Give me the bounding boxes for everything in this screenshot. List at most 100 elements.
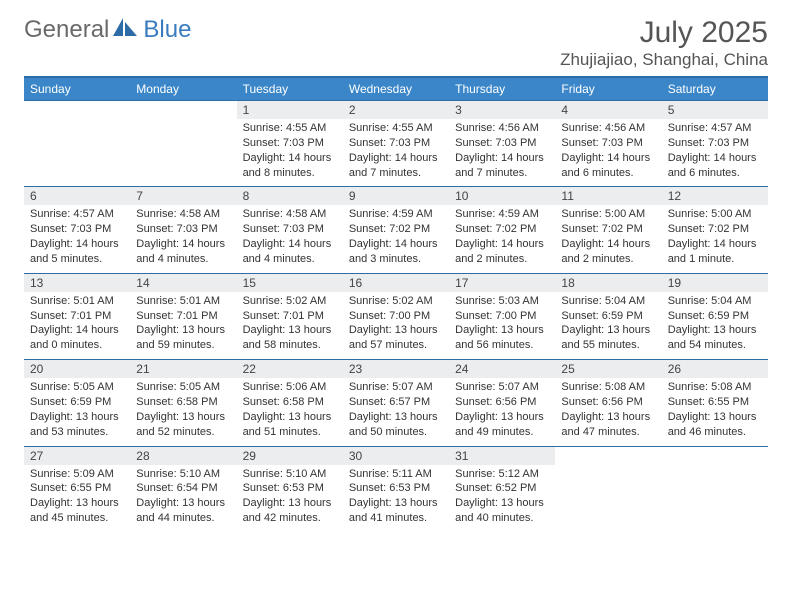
day-number: 21 — [130, 360, 236, 378]
week-row: 6Sunrise: 4:57 AMSunset: 7:03 PMDaylight… — [24, 187, 768, 273]
sunrise-text: Sunrise: 4:59 AM — [349, 207, 443, 222]
title-block: July 2025 Zhujiajiao, Shanghai, China — [560, 16, 768, 70]
daylight-b-text: and 41 minutes. — [349, 511, 443, 526]
day-cell: 2Sunrise: 4:55 AMSunset: 7:03 PMDaylight… — [343, 101, 449, 187]
sunset-text: Sunset: 7:03 PM — [561, 136, 655, 151]
sunrise-text: Sunrise: 4:55 AM — [243, 121, 337, 136]
day-cell: 9Sunrise: 4:59 AMSunset: 7:02 PMDaylight… — [343, 187, 449, 273]
daylight-a-text: Daylight: 14 hours — [561, 151, 655, 166]
dayhead-wed: Wednesday — [343, 77, 449, 101]
daylight-a-text: Daylight: 13 hours — [561, 410, 655, 425]
day-cell — [24, 101, 130, 187]
sunrise-text: Sunrise: 5:02 AM — [243, 294, 337, 309]
sunset-text: Sunset: 6:54 PM — [136, 481, 230, 496]
day-cell: 30Sunrise: 5:11 AMSunset: 6:53 PMDayligh… — [343, 446, 449, 532]
sunrise-text: Sunrise: 4:55 AM — [349, 121, 443, 136]
day-number: 19 — [662, 274, 768, 292]
daylight-b-text: and 45 minutes. — [30, 511, 124, 526]
sunset-text: Sunset: 6:58 PM — [136, 395, 230, 410]
daylight-b-text: and 7 minutes. — [349, 166, 443, 181]
sunrise-text: Sunrise: 4:56 AM — [455, 121, 549, 136]
daylight-b-text: and 5 minutes. — [30, 252, 124, 267]
sunset-text: Sunset: 7:00 PM — [455, 309, 549, 324]
calendar-table: Sunday Monday Tuesday Wednesday Thursday… — [24, 76, 768, 532]
daylight-b-text: and 51 minutes. — [243, 425, 337, 440]
daylight-b-text: and 49 minutes. — [455, 425, 549, 440]
day-info: Sunrise: 5:09 AMSunset: 6:55 PMDaylight:… — [24, 465, 130, 532]
daylight-a-text: Daylight: 14 hours — [30, 323, 124, 338]
day-info: Sunrise: 5:06 AMSunset: 6:58 PMDaylight:… — [237, 378, 343, 445]
sunset-text: Sunset: 6:55 PM — [668, 395, 762, 410]
logo-text-blue: Blue — [143, 16, 191, 44]
day-cell: 25Sunrise: 5:08 AMSunset: 6:56 PMDayligh… — [555, 360, 661, 446]
daylight-a-text: Daylight: 14 hours — [561, 237, 655, 252]
day-cell: 18Sunrise: 5:04 AMSunset: 6:59 PMDayligh… — [555, 273, 661, 359]
day-info — [24, 105, 130, 161]
day-cell: 20Sunrise: 5:05 AMSunset: 6:59 PMDayligh… — [24, 360, 130, 446]
day-number: 2 — [343, 101, 449, 119]
sunrise-text: Sunrise: 5:10 AM — [136, 467, 230, 482]
sunrise-text: Sunrise: 5:00 AM — [668, 207, 762, 222]
daylight-b-text: and 6 minutes. — [561, 166, 655, 181]
sunset-text: Sunset: 6:53 PM — [349, 481, 443, 496]
week-row: 27Sunrise: 5:09 AMSunset: 6:55 PMDayligh… — [24, 446, 768, 532]
day-number: 26 — [662, 360, 768, 378]
day-info: Sunrise: 4:58 AMSunset: 7:03 PMDaylight:… — [237, 205, 343, 272]
logo-text-general: General — [24, 16, 109, 44]
sunrise-text: Sunrise: 5:08 AM — [561, 380, 655, 395]
daylight-a-text: Daylight: 14 hours — [455, 237, 549, 252]
sunrise-text: Sunrise: 5:11 AM — [349, 467, 443, 482]
sunset-text: Sunset: 6:56 PM — [455, 395, 549, 410]
daylight-a-text: Daylight: 14 hours — [668, 237, 762, 252]
daylight-a-text: Daylight: 14 hours — [668, 151, 762, 166]
sunrise-text: Sunrise: 4:58 AM — [243, 207, 337, 222]
day-info: Sunrise: 5:05 AMSunset: 6:58 PMDaylight:… — [130, 378, 236, 445]
day-number: 4 — [555, 101, 661, 119]
sunset-text: Sunset: 7:03 PM — [668, 136, 762, 151]
sunset-text: Sunset: 7:03 PM — [243, 136, 337, 151]
day-cell: 29Sunrise: 5:10 AMSunset: 6:53 PMDayligh… — [237, 446, 343, 532]
daylight-b-text: and 58 minutes. — [243, 338, 337, 353]
daylight-a-text: Daylight: 13 hours — [349, 323, 443, 338]
sunset-text: Sunset: 6:53 PM — [243, 481, 337, 496]
sunset-text: Sunset: 6:56 PM — [561, 395, 655, 410]
sunset-text: Sunset: 7:03 PM — [136, 222, 230, 237]
day-info: Sunrise: 5:08 AMSunset: 6:56 PMDaylight:… — [555, 378, 661, 445]
daylight-a-text: Daylight: 13 hours — [349, 410, 443, 425]
sunset-text: Sunset: 7:01 PM — [30, 309, 124, 324]
day-cell: 5Sunrise: 4:57 AMSunset: 7:03 PMDaylight… — [662, 101, 768, 187]
day-cell: 22Sunrise: 5:06 AMSunset: 6:58 PMDayligh… — [237, 360, 343, 446]
day-number: 9 — [343, 187, 449, 205]
daylight-a-text: Daylight: 13 hours — [561, 323, 655, 338]
day-number: 20 — [24, 360, 130, 378]
daylight-a-text: Daylight: 13 hours — [30, 410, 124, 425]
sunrise-text: Sunrise: 5:00 AM — [561, 207, 655, 222]
day-number: 28 — [130, 447, 236, 465]
daylight-a-text: Daylight: 13 hours — [136, 496, 230, 511]
day-number: 5 — [662, 101, 768, 119]
daylight-b-text: and 57 minutes. — [349, 338, 443, 353]
week-row: 20Sunrise: 5:05 AMSunset: 6:59 PMDayligh… — [24, 360, 768, 446]
logo: General Blue — [24, 16, 191, 44]
day-cell: 19Sunrise: 5:04 AMSunset: 6:59 PMDayligh… — [662, 273, 768, 359]
daylight-b-text: and 44 minutes. — [136, 511, 230, 526]
dayhead-fri: Friday — [555, 77, 661, 101]
sunrise-text: Sunrise: 5:06 AM — [243, 380, 337, 395]
day-number: 13 — [24, 274, 130, 292]
daylight-a-text: Daylight: 14 hours — [30, 237, 124, 252]
day-info: Sunrise: 5:03 AMSunset: 7:00 PMDaylight:… — [449, 292, 555, 359]
day-cell — [555, 446, 661, 532]
sunrise-text: Sunrise: 5:01 AM — [136, 294, 230, 309]
day-number: 24 — [449, 360, 555, 378]
day-number: 10 — [449, 187, 555, 205]
daylight-a-text: Daylight: 13 hours — [136, 323, 230, 338]
day-number: 23 — [343, 360, 449, 378]
sunrise-text: Sunrise: 5:07 AM — [455, 380, 549, 395]
sunset-text: Sunset: 7:03 PM — [30, 222, 124, 237]
sunrise-text: Sunrise: 5:05 AM — [30, 380, 124, 395]
day-number: 14 — [130, 274, 236, 292]
sunrise-text: Sunrise: 4:56 AM — [561, 121, 655, 136]
daylight-a-text: Daylight: 14 hours — [455, 151, 549, 166]
day-cell: 4 Sunrise: 4:56 AMSunset: 7:03 PMDaylight… — [555, 101, 661, 187]
daylight-b-text: and 54 minutes. — [668, 338, 762, 353]
